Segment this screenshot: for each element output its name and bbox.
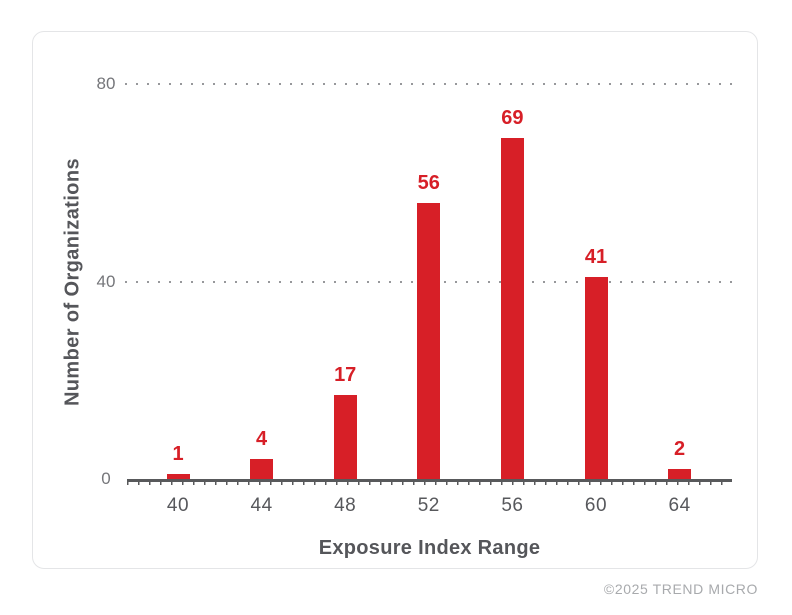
x-axis-minor-ticks [127,482,732,485]
x-tick-label: 56 [501,495,524,516]
bar [417,202,441,479]
x-axis-title: Exposure Index Range [318,537,541,559]
bar-value-label: 17 [334,364,357,387]
x-tick-label: 60 [584,495,608,516]
bar-value-label: 41 [584,245,608,268]
bar-value-label: 69 [501,107,524,130]
x-tick-label: 52 [417,495,440,516]
x-tick-label: 64 [668,495,691,516]
bar [668,469,692,479]
bar-value-label: 56 [417,171,440,194]
plot-area: 0 40 80 1 40 4 44 17 48 56 52 69 56 41 60 2 64 [97,74,740,516]
y-tick-label: 40 [96,271,116,291]
x-tick-label: 44 [250,495,273,516]
bar [166,474,190,479]
bar [333,395,357,479]
x-tick-label: 48 [334,495,357,516]
bar-value-label: 2 [674,438,686,461]
x-axis-line [127,479,732,482]
bar-value-label: 4 [256,428,268,451]
bar [250,459,274,479]
x-tick-label: 40 [166,495,190,516]
y-tick-label: 80 [96,74,116,93]
y-tick-label: 0 [101,469,111,488]
bar [584,276,608,479]
bar [500,138,524,479]
gridline-y-80 [125,83,740,85]
y-axis-title: Number of Organizations [61,157,84,407]
bar-value-label: 1 [172,443,184,466]
copyright-credit: ©2025 TREND MICRO [603,581,758,597]
chart-card: Number of Organizations 0 40 80 1 40 4 44 17 48 5… [32,31,758,569]
